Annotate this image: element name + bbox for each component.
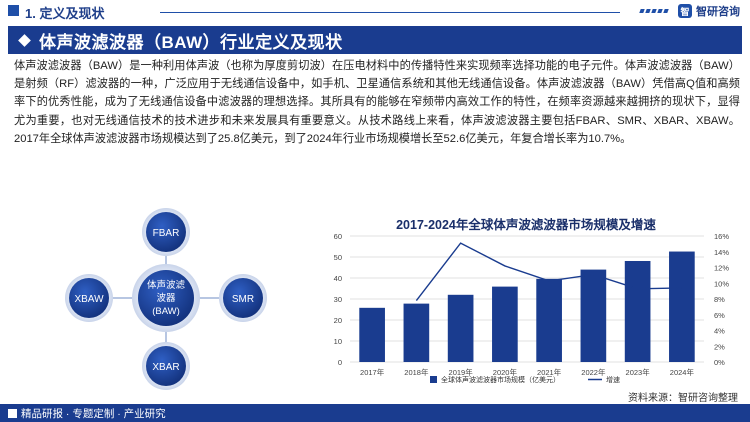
y-left-tick-label: 20 [334,316,342,325]
bar [536,278,562,362]
y-right-tick-label: 10% [714,279,729,288]
brand-name: 智研咨询 [696,6,740,18]
center-line-2: 波器 [156,292,176,304]
y-left-tick-label: 50 [334,253,342,262]
center-line-3: (BAW) [152,306,180,317]
x-tick-label: 2019年 [449,367,474,377]
page-title: 体声波滤波器（BAW）行业定义及现状 [39,32,343,52]
legend-line-label: 增速 [606,375,620,384]
y-left-tick-label: 60 [334,232,342,241]
x-tick-label: 2018年 [404,367,429,377]
x-tick-label: 2020年 [493,367,518,377]
chart-svg: 0 10 20 30 40 50 60 0% 2% 4% 6% 8% 10% 12% 14% 16% 2017年… [334,232,730,384]
brand-logo-icon: 智 [678,4,692,18]
x-tick-label: 2024年 [670,367,695,377]
node-smr-label: SMR [232,294,254,305]
title-band: 体声波滤波器（BAW）行业定义及现状 [8,26,742,54]
market-chart: 2017-2024年全球体声波滤波器市场规模及增速 0 10 20 30 40 50 60 0… [312,214,740,394]
y-right-tick-label: 14% [714,248,729,257]
footer-slogan: 精品研报 · 专题定制 · 产业研究 [21,408,166,420]
y-right-tick-label: 2% [714,342,725,351]
center-line-1: 体声波滤 [147,279,186,291]
footer-slogan-wrap: 精品研报 · 专题定制 · 产业研究 [8,406,166,421]
diagram-center-node: 体声波滤 波器 (BAW) [132,264,200,332]
footer-square-icon [8,409,17,418]
bar [447,294,474,362]
section-marker [8,5,19,16]
node-xbaw-label: XBAW [74,294,104,305]
y-right-tick-label: 8% [714,295,725,304]
bar [669,251,695,362]
section-label: 1. 定义及现状 [25,6,105,21]
node-fbar-label: FBAR [153,228,180,239]
y-right-tick-label: 0% [714,358,725,367]
bar [492,286,518,362]
y-left-tick-label: 40 [334,274,342,283]
x-tick-label: 2017年 [360,367,385,377]
legend-bar-label: 全球体声波滤波器市场规模（亿美元） [441,375,560,384]
chart-title: 2017-2024年全球体声波滤波器市场规模及增速 [396,218,656,232]
technology-diagram: 体声波滤 波器 (BAW) FBAR SMR XBAR XBAW [14,208,364,393]
bar [359,307,385,362]
y-left-tick-label: 30 [334,295,342,304]
diagram-node-xbar: XBAR [142,342,190,390]
y-left-tick-label: 0 [338,358,342,367]
top-bar: 1. 定义及现状 智 智研咨询 [0,0,750,24]
diagram-node-fbar: FBAR [142,208,190,256]
y-right-tick-label: 6% [714,311,725,320]
diagram-svg: 体声波滤 波器 (BAW) FBAR SMR XBAR XBAW [65,208,267,390]
y-left-tick-label: 10 [334,337,342,346]
diagram-node-xbaw: XBAW [65,274,113,322]
y-right-tick-label: 12% [714,264,729,273]
y-right-tick-label: 16% [714,232,729,241]
footer-band: 精品研报 · 专题定制 · 产业研究 [0,404,750,422]
header-rule [160,12,620,13]
intro-paragraph: 体声波滤波器（BAW）是一种利用体声波（也称为厚度剪切波）在压电材料中的传播特性… [14,60,740,145]
x-tick-label: 2023年 [626,367,651,377]
diagram-node-smr: SMR [219,274,267,322]
x-tick-label: 2021年 [537,367,562,377]
brand-dots-decoration [639,9,669,13]
legend-bar-swatch [430,376,437,383]
bar [580,269,607,362]
diamond-icon [18,33,31,47]
x-tick-label: 2022年 [581,367,606,377]
source-note: 资料来源：智研咨询整理 [628,393,738,404]
y-right-tick-label: 4% [714,327,725,336]
bar [624,260,651,362]
bar [403,303,430,362]
node-xbar-label: XBAR [152,362,179,373]
brand: 智 智研咨询 [639,3,740,19]
